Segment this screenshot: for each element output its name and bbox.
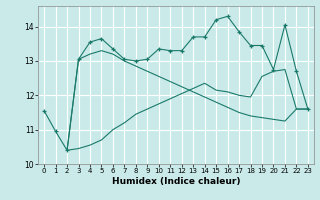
X-axis label: Humidex (Indice chaleur): Humidex (Indice chaleur) — [112, 177, 240, 186]
